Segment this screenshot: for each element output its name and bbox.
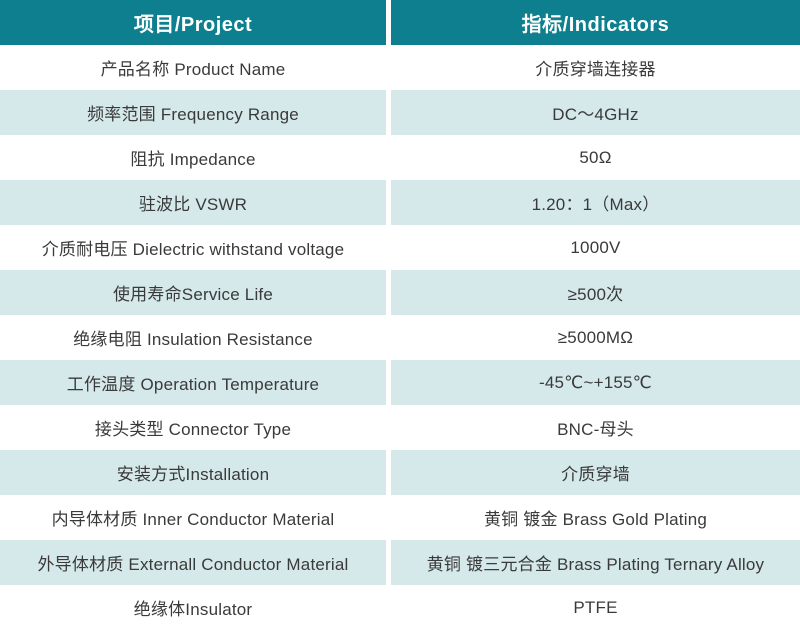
project-cell: 驻波比 VSWR — [0, 180, 386, 225]
table-row-impedance: 阻抗 Impedance 50Ω — [0, 135, 800, 180]
table-row-operation-temperature: 工作温度 Operation Temperature -45℃~+155℃ — [0, 360, 800, 405]
header-project: 项目/Project — [0, 0, 386, 45]
project-cell: 工作温度 Operation Temperature — [0, 360, 386, 405]
column-divider — [386, 405, 391, 450]
column-divider — [386, 495, 391, 540]
table-row-insulation-resistance: 绝缘电阻 Insulation Resistance ≥5000MΩ — [0, 315, 800, 360]
indicator-cell: 介质穿墙连接器 — [391, 45, 800, 90]
indicator-cell: 黄铜 镀金 Brass Gold Plating — [391, 495, 800, 540]
indicator-cell: -45℃~+155℃ — [391, 360, 800, 405]
column-divider — [386, 180, 391, 225]
project-cell: 使用寿命Service Life — [0, 270, 386, 315]
table-header-row: 项目/Project 指标/Indicators — [0, 0, 800, 45]
project-cell: 绝缘体Insulator — [0, 585, 386, 630]
header-indicators: 指标/Indicators — [391, 0, 800, 45]
table-row-connector-type: 接头类型 Connector Type BNC-母头 — [0, 405, 800, 450]
indicator-cell: ≥500次 — [391, 270, 800, 315]
table-row-installation: 安装方式Installation 介质穿墙 — [0, 450, 800, 495]
indicator-cell: BNC-母头 — [391, 405, 800, 450]
column-divider — [386, 450, 391, 495]
indicator-cell: 1.20：1（Max） — [391, 180, 800, 225]
column-divider — [386, 315, 391, 360]
column-divider — [386, 45, 391, 90]
table-row-external-conductor-material: 外导体材质 Externall Conductor Material 黄铜 镀三… — [0, 540, 800, 585]
column-divider — [386, 135, 391, 180]
table-row-frequency-range: 频率范围 Frequency Range DC～4GHz — [0, 90, 800, 135]
table-row-inner-conductor-material: 内导体材质 Inner Conductor Material 黄铜 镀金 Bra… — [0, 495, 800, 540]
project-cell: 接头类型 Connector Type — [0, 405, 386, 450]
indicator-cell: PTFE — [391, 585, 800, 630]
indicator-cell: 1000V — [391, 225, 800, 270]
project-cell: 绝缘电阻 Insulation Resistance — [0, 315, 386, 360]
column-divider — [386, 540, 391, 585]
column-divider — [386, 360, 391, 405]
table-row-dielectric-withstand-voltage: 介质耐电压 Dielectric withstand voltage 1000V — [0, 225, 800, 270]
table-row-service-life: 使用寿命Service Life ≥500次 — [0, 270, 800, 315]
table-row-product-name: 产品名称 Product Name 介质穿墙连接器 — [0, 45, 800, 90]
table-row-vswr: 驻波比 VSWR 1.20：1（Max） — [0, 180, 800, 225]
table-row-insulator: 绝缘体Insulator PTFE — [0, 585, 800, 630]
project-cell: 安装方式Installation — [0, 450, 386, 495]
project-cell: 产品名称 Product Name — [0, 45, 386, 90]
project-cell: 阻抗 Impedance — [0, 135, 386, 180]
indicator-cell: DC～4GHz — [391, 90, 800, 135]
indicator-cell: 黄铜 镀三元合金 Brass Plating Ternary Alloy — [391, 540, 800, 585]
project-cell: 内导体材质 Inner Conductor Material — [0, 495, 386, 540]
indicator-cell: 50Ω — [391, 135, 800, 180]
column-divider — [386, 0, 391, 45]
column-divider — [386, 585, 391, 630]
project-cell: 介质耐电压 Dielectric withstand voltage — [0, 225, 386, 270]
indicator-cell: ≥5000MΩ — [391, 315, 800, 360]
project-cell: 频率范围 Frequency Range — [0, 90, 386, 135]
column-divider — [386, 90, 391, 135]
column-divider — [386, 225, 391, 270]
project-cell: 外导体材质 Externall Conductor Material — [0, 540, 386, 585]
indicator-cell: 介质穿墙 — [391, 450, 800, 495]
column-divider — [386, 270, 391, 315]
